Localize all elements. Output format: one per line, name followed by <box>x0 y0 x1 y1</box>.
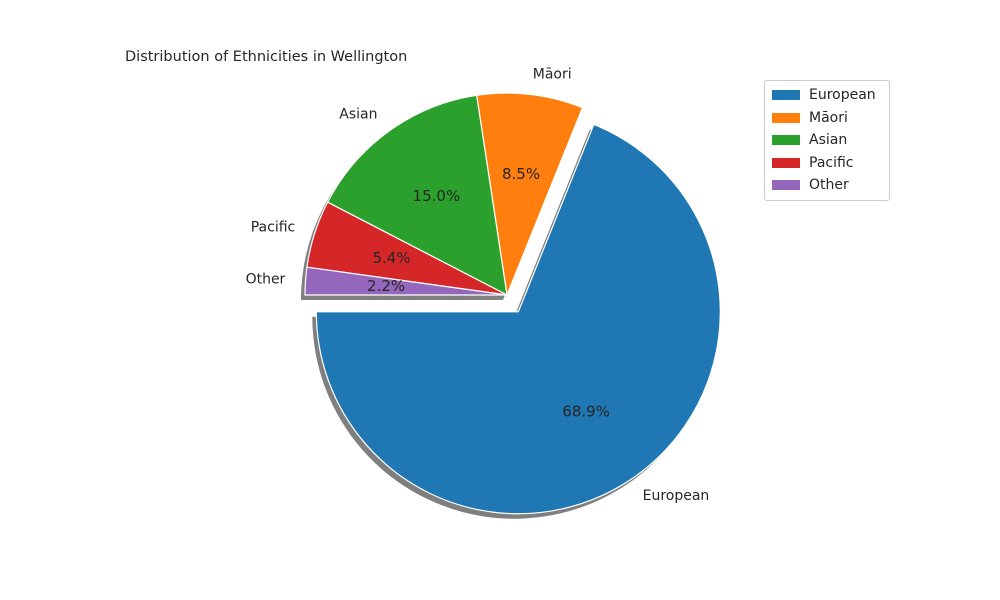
slice-pct-other: 2.2% <box>367 277 405 295</box>
legend-swatch-asian <box>772 135 800 146</box>
pie-wedges <box>304 92 721 515</box>
slice-label-european: European <box>643 488 710 504</box>
legend-item-maori: Māori <box>765 107 889 130</box>
pie-labels: European 68.9% Māori 8.5% Asian 15.0% Pacific 5… <box>246 66 710 504</box>
legend: European Māori Asian Pacific Other <box>764 80 890 201</box>
legend-label-pacific: Pacific <box>809 154 854 171</box>
slice-other <box>304 266 508 296</box>
slice-pct-pacific: 5.4% <box>372 249 410 267</box>
slice-asian <box>326 94 508 296</box>
slice-label-maori: Māori <box>533 66 572 82</box>
legend-swatch-european <box>772 90 800 101</box>
legend-swatch-other <box>772 180 800 191</box>
legend-label-european: European <box>809 87 876 104</box>
slice-pct-european: 68.9% <box>562 403 610 421</box>
legend-item-european: European <box>765 84 889 107</box>
slice-label-other: Other <box>246 272 286 288</box>
slice-pct-asian: 15.0% <box>413 187 461 205</box>
legend-swatch-maori <box>772 112 800 123</box>
chart-title: Distribution of Ethnicities in Wellingto… <box>125 49 408 65</box>
slice-pct-maori: 8.5% <box>502 165 540 183</box>
slice-maori <box>476 92 584 296</box>
legend-label-other: Other <box>809 177 849 194</box>
slice-label-asian: Asian <box>339 106 377 122</box>
legend-item-other: Other <box>765 174 889 197</box>
legend-swatch-pacific <box>772 157 800 168</box>
legend-item-asian: Asian <box>765 129 889 152</box>
legend-label-maori: Māori <box>809 109 848 126</box>
slice-label-pacific: Pacific <box>251 220 296 236</box>
slice-european <box>315 123 721 515</box>
legend-label-asian: Asian <box>809 132 848 149</box>
legend-item-pacific: Pacific <box>765 152 889 175</box>
